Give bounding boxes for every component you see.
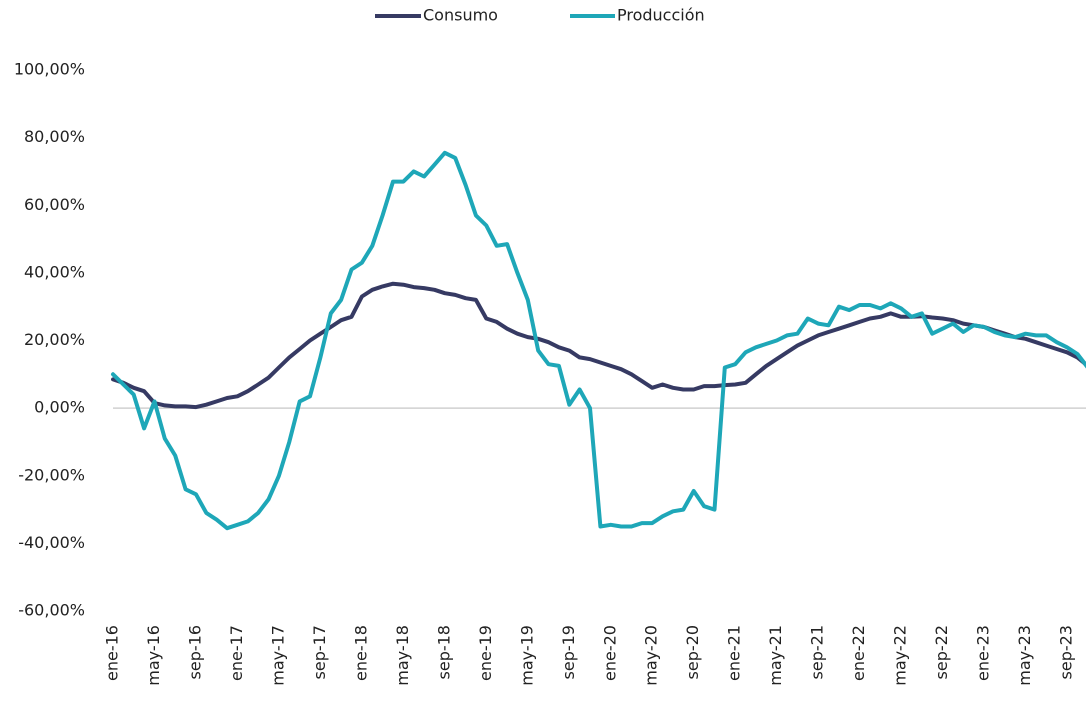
y-tick-label: -60,00% xyxy=(18,601,85,620)
x-tick-label: may-18 xyxy=(393,625,412,686)
y-tick-label: -40,00% xyxy=(18,533,85,552)
y-tick-label: 80,00% xyxy=(24,127,85,146)
x-tick-label: sep-20 xyxy=(683,625,702,679)
x-tick-label: sep-21 xyxy=(808,625,827,679)
series-line xyxy=(111,281,1086,410)
x-tick-label: may-16 xyxy=(144,625,163,686)
x-tick-label: may-22 xyxy=(891,625,910,686)
x-tick-label: may-17 xyxy=(268,625,287,686)
y-tick-label: 40,00% xyxy=(24,262,85,281)
x-tick-label: sep-22 xyxy=(932,625,951,679)
y-tick-label: 100,00% xyxy=(14,60,85,79)
y-tick-label: 20,00% xyxy=(24,330,85,349)
x-tick-label: may-20 xyxy=(642,625,661,686)
legend-label: Consumo xyxy=(423,6,498,25)
x-tick-label: may-19 xyxy=(517,625,536,686)
x-tick-label: ene-22 xyxy=(849,625,868,681)
x-tick-label: ene-19 xyxy=(476,625,495,681)
x-tick-label: ene-20 xyxy=(600,625,619,681)
x-tick-label: may-21 xyxy=(766,625,785,686)
x-tick-label: ene-18 xyxy=(351,625,370,681)
x-tick-label: ene-21 xyxy=(725,625,744,681)
x-tick-label: sep-19 xyxy=(559,625,578,679)
y-tick-label: 0,00% xyxy=(34,398,85,417)
series-line xyxy=(111,150,1086,531)
x-tick-label: sep-18 xyxy=(434,625,453,679)
x-tick-label: ene-17 xyxy=(227,625,246,681)
x-tick-label: sep-17 xyxy=(310,625,329,679)
x-tick-label: sep-16 xyxy=(185,625,204,679)
x-tick-label: ene-23 xyxy=(974,625,993,681)
x-tick-label: may-23 xyxy=(1015,625,1034,686)
x-tick-label: sep-23 xyxy=(1057,625,1076,679)
y-tick-label: 60,00% xyxy=(24,195,85,214)
legend-label: Producción xyxy=(617,6,705,25)
y-tick-label: -20,00% xyxy=(18,465,85,484)
x-tick-label: ene-16 xyxy=(103,625,122,681)
